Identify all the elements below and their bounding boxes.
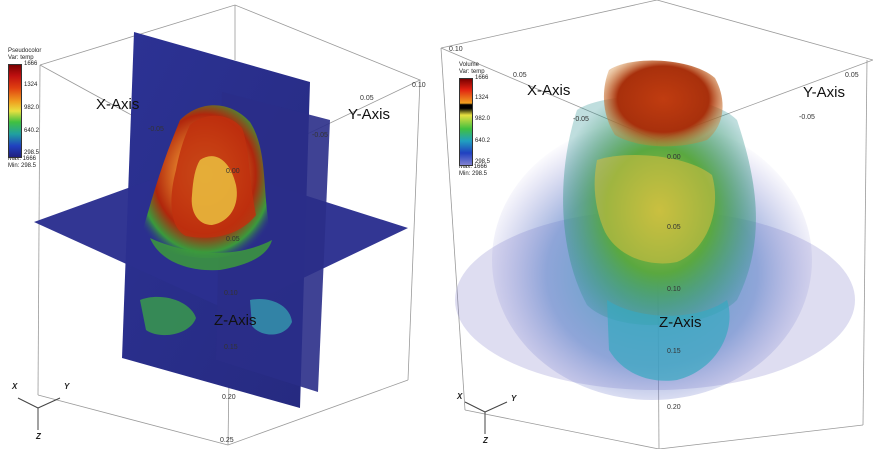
legend-variable: Var: temp	[8, 55, 34, 61]
legend-tick: 640.2	[24, 128, 40, 134]
legend-tick-max: 1666	[24, 61, 38, 67]
x-axis-label: X-Axis	[96, 96, 140, 113]
legend-tick: 298.5	[475, 159, 491, 165]
tick-label: 0.00	[226, 168, 240, 175]
triad-z-label: Z	[483, 436, 488, 445]
colorbar	[8, 64, 22, 158]
tick-label: 0.25	[220, 437, 234, 444]
orientation-triad-icon	[17, 397, 61, 430]
volume-render-view[interactable]: Volume Var: temp 1666 1324 982.0 640.2 2…	[437, 0, 873, 449]
legend-tick-max: 1666	[475, 75, 489, 81]
tick-label: 0.05	[845, 72, 859, 79]
legend-tick: 1324	[24, 82, 38, 88]
orientation-triad-icon	[464, 401, 508, 434]
legend-tick: 298.5	[24, 150, 40, 156]
triad-y-label: Y	[511, 394, 517, 403]
tick-label: 0.05	[226, 236, 240, 243]
x-axis-label: X-Axis	[527, 82, 571, 99]
tick-label: 0.00	[667, 154, 681, 161]
colorbar	[459, 78, 473, 166]
triad-y-label: Y	[64, 382, 70, 391]
volume-render	[440, 0, 873, 449]
tick-label: 0.05	[360, 95, 374, 102]
legend-min: Min: 298.5	[8, 163, 37, 169]
z-axis-label: Z-Axis	[214, 312, 257, 329]
legend-min: Min: 298.5	[459, 171, 488, 177]
color-legend: Volume Var: temp 1666 1324 982.0 640.2 2…	[459, 62, 505, 178]
triad-x-label: X	[12, 382, 18, 391]
tick-label: 0.05	[667, 224, 681, 231]
tick-label: 0.15	[224, 344, 238, 351]
legend-tick: 982.0	[475, 116, 491, 122]
legend-tick: 640.2	[475, 138, 491, 144]
tick-label: 0.10	[667, 286, 681, 293]
tick-label: 0.10	[412, 82, 426, 89]
legend-tick: 982.0	[24, 105, 40, 111]
color-legend: Pseudocolor Var: temp 1666 1324 982.0 64…	[8, 48, 54, 170]
legend-tick: 1324	[475, 95, 489, 101]
legend-title: Pseudocolor	[8, 48, 42, 54]
tick-label: 0.20	[222, 394, 236, 401]
tick-label: 0.10	[449, 46, 463, 53]
tick-label: -0.05	[573, 116, 589, 123]
slice-render	[34, 4, 421, 446]
legend-max: Max: 1666	[8, 156, 37, 162]
triad-z-label: Z	[36, 432, 41, 441]
y-axis-label: Y-Axis	[348, 106, 390, 123]
tick-label: 0.10	[224, 290, 238, 297]
legend-max: Max: 1666	[459, 164, 488, 170]
y-axis-label: Y-Axis	[803, 84, 845, 101]
legend-variable: Var: temp	[459, 69, 485, 75]
z-axis-label: Z-Axis	[659, 314, 702, 331]
tick-label: 0.05	[513, 72, 527, 79]
tick-label: 0.20	[667, 404, 681, 411]
tick-label: -0.05	[799, 114, 815, 121]
pseudocolor-slice-view[interactable]: Pseudocolor Var: temp 1666 1324 982.0 64…	[0, 0, 436, 449]
triad-x-label: X	[457, 392, 463, 401]
tick-label: -0.05	[312, 132, 328, 139]
legend-title: Volume	[459, 62, 480, 68]
tick-label: 0.15	[667, 348, 681, 355]
tick-label: -0.05	[148, 126, 164, 133]
